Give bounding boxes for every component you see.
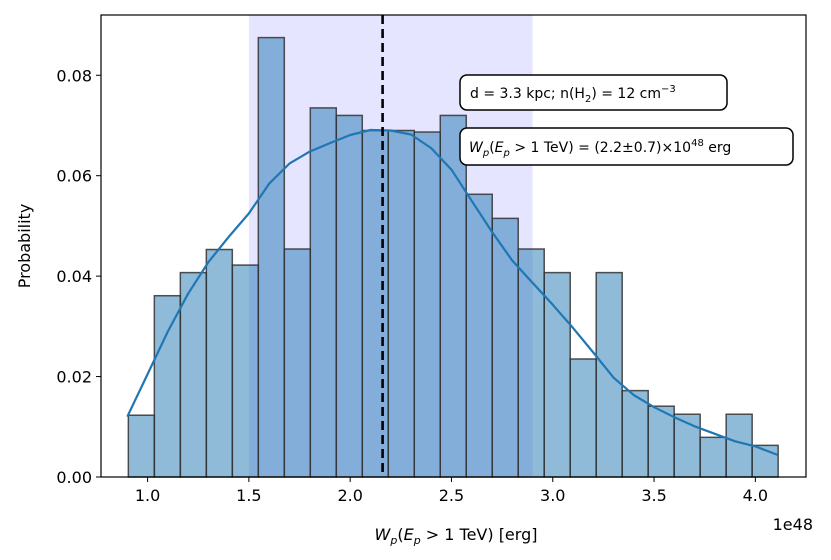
histogram-bar xyxy=(595,271,623,478)
histogram-bar xyxy=(621,389,649,478)
y-tick-label: 0.00 xyxy=(56,468,92,487)
x-tick-label: 3.5 xyxy=(641,486,666,505)
x-tick-label: 4.0 xyxy=(743,486,768,505)
y-tick-label: 0.04 xyxy=(56,267,92,286)
x-tick-label: 1.0 xyxy=(135,486,160,505)
y-tick-label: 0.08 xyxy=(56,66,92,85)
x-tick-label: 2.0 xyxy=(337,486,362,505)
y-tick-label: 0.06 xyxy=(56,167,92,186)
x-tick-label: 3.0 xyxy=(540,486,565,505)
histogram-bar xyxy=(387,129,416,478)
histogram-bar xyxy=(231,264,260,478)
x-axis-offset-label: 1e48 xyxy=(773,515,813,534)
x-tick-label: 2.5 xyxy=(439,486,464,505)
histogram-bar xyxy=(465,193,493,478)
histogram-bar xyxy=(699,436,727,478)
histogram-bar xyxy=(413,131,442,478)
histogram-bar xyxy=(309,107,338,478)
histogram-bar xyxy=(179,271,208,478)
x-tick-label: 1.5 xyxy=(236,486,261,505)
annotation-energy-estimate: Wp(Ep > 1 TeV) = (2.2±0.7)×1048 erg xyxy=(459,127,794,166)
histogram-bar xyxy=(283,248,312,478)
y-tick-label: 0.02 xyxy=(56,368,92,387)
histogram-bar xyxy=(439,114,467,478)
annotation-box xyxy=(459,74,728,111)
histogram-bar xyxy=(361,129,390,478)
x-axis-title: Wp(Ep > 1 TeV) [erg] xyxy=(375,525,538,547)
histogram-bar xyxy=(491,217,519,478)
axes: 1.0 1.5 2.0 2.5 3.0 3.5 4.0 0.00 0.02 0.04 0.06 0.0… xyxy=(56,14,807,505)
histogram-bar xyxy=(153,294,182,478)
histogram-bar xyxy=(517,248,545,478)
kde-curve xyxy=(126,128,778,456)
histogram-bar xyxy=(543,271,571,478)
histogram-bar xyxy=(335,114,364,478)
histogram-bar xyxy=(257,36,286,478)
svg-text:d = 3.3 kpc; n(H2) = 12 cm−3: d = 3.3 kpc; n(H2) = 12 cm−3 xyxy=(470,84,676,105)
axes-frame xyxy=(100,14,807,478)
annotation-distance-density: d = 3.3 kpc; n(H2) = 12 cm−3 xyxy=(459,74,728,111)
histogram-bar xyxy=(205,248,234,478)
annotation-box xyxy=(459,127,794,166)
svg-text:Wp(Ep > 1 TeV) = (2.2±0.7)×104: Wp(Ep > 1 TeV) = (2.2±0.7)×1048 erg xyxy=(469,138,731,159)
histogram-bar xyxy=(127,414,156,478)
histogram-bar xyxy=(647,405,675,478)
y-axis-title: Probability xyxy=(15,204,34,289)
histogram-bar xyxy=(569,358,597,478)
